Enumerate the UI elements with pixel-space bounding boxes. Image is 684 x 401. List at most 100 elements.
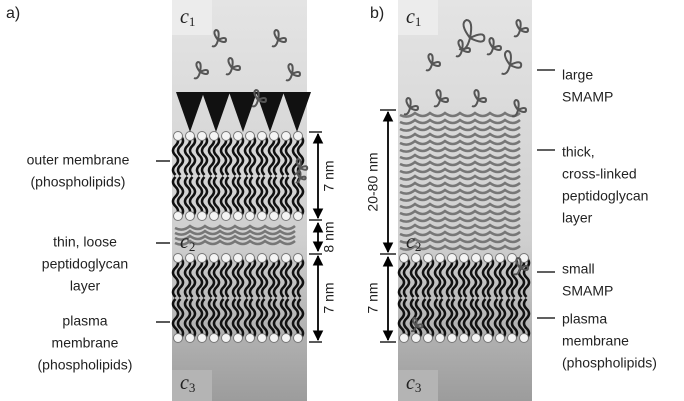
- lipid-head: [436, 254, 445, 263]
- lipid-head: [210, 334, 219, 343]
- annotation: thick,: [562, 144, 595, 160]
- lipid-head: [246, 334, 255, 343]
- annotation: peptidoglycan: [562, 188, 648, 204]
- lipid-head: [520, 334, 529, 343]
- lipid-head: [222, 254, 231, 263]
- lipid-head: [270, 212, 279, 221]
- lipid-head: [448, 254, 457, 263]
- c-symbol: c: [180, 231, 189, 253]
- c-subscript: 2: [189, 239, 196, 254]
- c-symbol: c: [406, 6, 415, 28]
- lipid-head: [294, 132, 303, 141]
- lipid-head: [496, 334, 505, 343]
- annotation: (phospholipids): [31, 174, 126, 190]
- c-subscript: 1: [415, 14, 422, 29]
- panel-label: a): [6, 5, 20, 22]
- lipid-head: [186, 212, 195, 221]
- lipid-head: [246, 254, 255, 263]
- lipid-head: [400, 334, 409, 343]
- annotation: SMAMP: [562, 283, 613, 299]
- annotation: membrane: [562, 333, 629, 349]
- lipid-head: [234, 212, 243, 221]
- lipid-head: [258, 132, 267, 141]
- lipid-head: [258, 334, 267, 343]
- lipid-head: [472, 334, 481, 343]
- annotation: thin, loose: [53, 234, 117, 250]
- lipid-head: [234, 132, 243, 141]
- c-symbol: c: [406, 372, 415, 394]
- lipid-head: [400, 254, 409, 263]
- annotation: large: [562, 67, 593, 83]
- lipid-head: [174, 212, 183, 221]
- c-symbol: c: [180, 372, 189, 394]
- lipid-head: [424, 254, 433, 263]
- lipid-head: [294, 334, 303, 343]
- lipid-head: [460, 254, 469, 263]
- lipid-head: [210, 212, 219, 221]
- annotation: (phospholipids): [562, 355, 657, 371]
- lipid-head: [186, 254, 195, 263]
- lipid-head: [282, 254, 291, 263]
- annotation: membrane: [52, 335, 119, 351]
- annotation: layer: [70, 278, 101, 294]
- lipid-head: [484, 254, 493, 263]
- lipid-head: [246, 132, 255, 141]
- lipid-head: [472, 254, 481, 263]
- c-symbol: c: [180, 6, 189, 28]
- lipid-head: [258, 254, 267, 263]
- annotation: plasma: [562, 311, 607, 327]
- lipid-head: [460, 334, 469, 343]
- dimension-label: 8 nm: [321, 221, 337, 252]
- annotation: SMAMP: [562, 89, 613, 105]
- lipid-head: [270, 254, 279, 263]
- lipid-head: [234, 334, 243, 343]
- lipid-head: [282, 212, 291, 221]
- panel-label: b): [370, 5, 384, 22]
- annotation: plasma: [62, 313, 107, 329]
- lipid-head: [222, 132, 231, 141]
- lipid-head: [484, 334, 493, 343]
- lipid-head: [258, 212, 267, 221]
- lipid-head: [210, 254, 219, 263]
- dimension-label: 7 nm: [365, 282, 381, 313]
- annotation: peptidoglycan: [42, 256, 128, 272]
- dimension-label: 20-80 nm: [365, 152, 381, 211]
- lipid-head: [412, 254, 421, 263]
- c-subscript: 3: [189, 380, 196, 395]
- lipid-head: [210, 132, 219, 141]
- dimension-label: 7 nm: [321, 160, 337, 191]
- annotation: outer membrane: [27, 152, 130, 168]
- lipid-head: [198, 254, 207, 263]
- lipid-head: [294, 212, 303, 221]
- figure: c1c2c3c1c2c3a)b)outer membrane(phospholi…: [0, 0, 684, 401]
- lipid-head: [508, 254, 517, 263]
- lipid-head: [294, 254, 303, 263]
- lipid-head: [198, 212, 207, 221]
- lipid-head: [186, 132, 195, 141]
- lipid-head: [186, 334, 195, 343]
- lipid-head: [448, 334, 457, 343]
- lipid-head: [282, 334, 291, 343]
- lipid-head: [270, 334, 279, 343]
- lipid-head: [174, 132, 183, 141]
- lipid-head: [436, 334, 445, 343]
- lipid-head: [234, 254, 243, 263]
- lipid-head: [424, 334, 433, 343]
- dimension-label: 7 nm: [321, 282, 337, 313]
- c-symbol: c: [406, 231, 415, 253]
- lipid-head: [174, 254, 183, 263]
- lipid-head: [270, 132, 279, 141]
- c-subscript: 2: [415, 239, 422, 254]
- lipid-head: [496, 254, 505, 263]
- lipid-head: [222, 334, 231, 343]
- annotation: (phospholipids): [38, 357, 133, 373]
- annotation: small: [562, 261, 595, 277]
- annotation: layer: [562, 210, 593, 226]
- lipid-head: [174, 334, 183, 343]
- lipid-head: [222, 212, 231, 221]
- lipid-head: [508, 334, 517, 343]
- lipid-head: [198, 334, 207, 343]
- c-subscript: 3: [415, 380, 422, 395]
- lipid-head: [282, 132, 291, 141]
- annotation: cross-linked: [562, 166, 637, 182]
